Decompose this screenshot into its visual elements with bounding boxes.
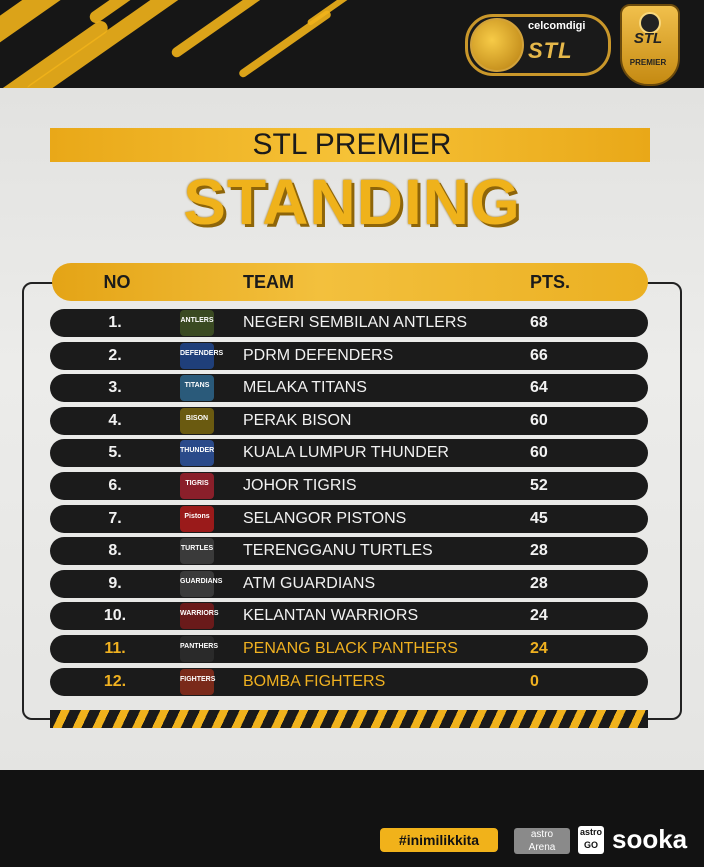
sponsor-brand: celcomdigi <box>528 20 586 32</box>
page-title: STANDING <box>183 166 521 238</box>
row-team: PDRM DEFENDERS <box>243 346 394 364</box>
header-no: NO <box>103 272 131 292</box>
team-logo-text: TIGRIS <box>185 480 209 487</box>
team-logo-icon: GUARDIANS <box>180 570 223 597</box>
team-logo-text: PANTHERS <box>180 643 218 650</box>
row-rank: 4. <box>108 411 122 429</box>
row-points: 52 <box>530 477 548 494</box>
row-team: NEGERI SEMBILAN ANTLERS <box>243 314 468 331</box>
row-points: 66 <box>530 346 548 364</box>
row-team: KUALA LUMPUR THUNDER <box>243 444 449 462</box>
stl-logo-text: STL <box>528 38 573 63</box>
team-logo-text: THUNDER <box>180 447 215 455</box>
team-logo-icon: TURTLES <box>180 538 214 565</box>
row-points: 60 <box>530 444 548 462</box>
team-logo-text: Pistons <box>184 512 210 520</box>
table-row: 8. TURTLES TERENGGANU TURTLES 28 <box>50 537 648 566</box>
table-row: 7. Pistons SELANGOR PISTONS 45 <box>50 504 648 533</box>
team-logo-text: DEFENDERS <box>180 349 224 357</box>
row-team: JOHOR TIGRIS <box>243 477 357 494</box>
astro-go-top: astro <box>579 827 602 837</box>
hashtag-badge: #inimilikkita <box>380 828 498 852</box>
table-row: 5. THUNDER KUALA LUMPUR THUNDER 60 <box>50 439 648 468</box>
row-points: 24 <box>530 640 548 657</box>
table-row: 12. FIGHTERS BOMBA FIGHTERS 0 <box>50 667 648 696</box>
row-rank: 5. <box>108 444 122 462</box>
row-points: 28 <box>530 542 548 560</box>
row-team: BOMBA FIGHTERS <box>243 672 386 690</box>
row-team: MELAKA TITANS <box>243 379 367 397</box>
team-logo-text: FIGHTERS <box>180 675 216 683</box>
row-points: 28 <box>530 574 548 592</box>
team-logo-icon: PANTHERS <box>180 636 218 662</box>
badge-premier-label: PREMIER <box>629 58 667 67</box>
team-logo-text: BISON <box>185 414 209 422</box>
row-points: 64 <box>530 379 548 397</box>
row-rank: 3. <box>108 379 122 397</box>
row-rank: 9. <box>108 574 122 592</box>
team-logo-icon: THUNDER <box>180 440 215 467</box>
table-row: 6. TIGRIS JOHOR TIGRIS 52 <box>50 472 648 500</box>
header-pts: PTS. <box>530 272 571 292</box>
team-logo-icon: DEFENDERS <box>180 342 224 369</box>
table-row: 4. BISON PERAK BISON 60 <box>50 406 648 435</box>
title-band <box>50 128 650 162</box>
row-team: KELANTAN WARRIORS <box>243 607 419 625</box>
team-logo-text: TITANS <box>184 382 210 390</box>
sooka-logo: sooka <box>612 824 688 854</box>
astro-go-bottom: GO <box>583 840 598 850</box>
row-rank: 8. <box>108 542 122 560</box>
row-rank: 2. <box>108 346 122 364</box>
row-rank: 12. <box>103 672 127 690</box>
row-points: 24 <box>530 607 548 625</box>
astro-arena-logo: astro Arena <box>514 828 570 854</box>
row-rank: 6. <box>108 477 122 494</box>
decorative-stripe-band <box>50 710 648 728</box>
row-points: 0 <box>530 672 539 690</box>
page-subtitle: STL PREMIER <box>252 128 452 161</box>
row-points: 60 <box>530 411 548 429</box>
team-logo-text: ANTLERS <box>180 317 214 324</box>
row-points: 68 <box>530 314 548 331</box>
astro-arena-bottom: Arena <box>528 842 556 853</box>
table-row: 11. PANTHERS PENANG BLACK PANTHERS 24 <box>50 635 648 663</box>
astro-arena-top: astro <box>530 829 554 840</box>
team-logo-icon: ANTLERS <box>180 310 214 336</box>
astro-go-logo: astro GO <box>578 826 604 854</box>
team-logo-text: WARRIORS <box>180 610 219 618</box>
row-rank: 11. <box>104 640 126 657</box>
table-row: 10. WARRIORS KELANTAN WARRIORS 24 <box>50 602 648 631</box>
row-rank: 7. <box>108 509 122 527</box>
table-row: 3. TITANS MELAKA TITANS 64 <box>50 374 648 403</box>
team-logo-icon: FIGHTERS <box>180 668 216 695</box>
row-team: ATM GUARDIANS <box>243 574 376 592</box>
team-logo-icon: BISON <box>180 407 214 434</box>
team-logo-icon: TITANS <box>180 375 214 402</box>
header-team: TEAM <box>243 272 294 292</box>
row-team: TERENGGANU TURTLES <box>243 542 433 560</box>
row-points: 45 <box>530 509 548 527</box>
team-logo-text: GUARDIANS <box>180 577 223 585</box>
badge-ball-icon <box>639 12 661 34</box>
table-header <box>52 263 648 301</box>
team-logo-icon: Pistons <box>180 505 214 532</box>
row-team: PERAK BISON <box>243 411 352 429</box>
team-logo-icon: WARRIORS <box>180 603 219 630</box>
row-team: SELANGOR PISTONS <box>243 509 407 527</box>
row-rank: 10. <box>103 607 127 625</box>
team-logo-icon: TIGRIS <box>180 473 214 499</box>
volleyball-icon <box>470 18 524 72</box>
table-row: 9. GUARDIANS ATM GUARDIANS 28 <box>50 569 648 598</box>
row-rank: 1. <box>108 314 122 331</box>
table-row: 2. DEFENDERS PDRM DEFENDERS 66 <box>50 341 648 370</box>
row-team: PENANG BLACK PANTHERS <box>243 640 458 657</box>
team-logo-text: TURTLES <box>180 545 214 553</box>
table-row: 1. ANTLERS NEGERI SEMBILAN ANTLERS 68 <box>50 309 648 337</box>
badge-stl-text: STL <box>633 30 663 47</box>
